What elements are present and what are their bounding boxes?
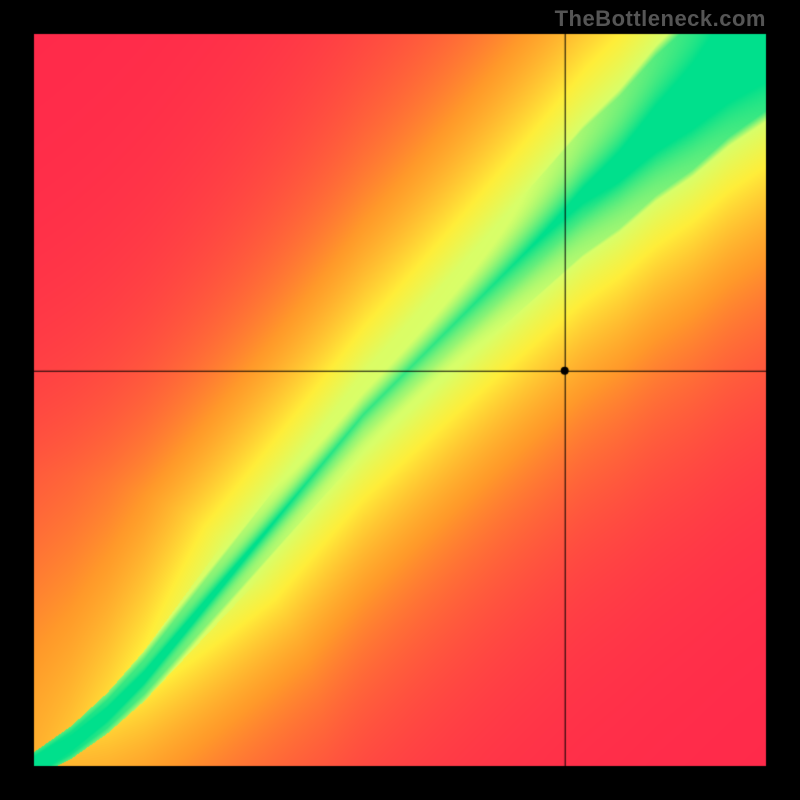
chart-container: { "watermark": { "text": "TheBottleneck.… [0,0,800,800]
watermark-text: TheBottleneck.com [555,6,766,32]
bottleneck-heatmap [0,0,800,800]
